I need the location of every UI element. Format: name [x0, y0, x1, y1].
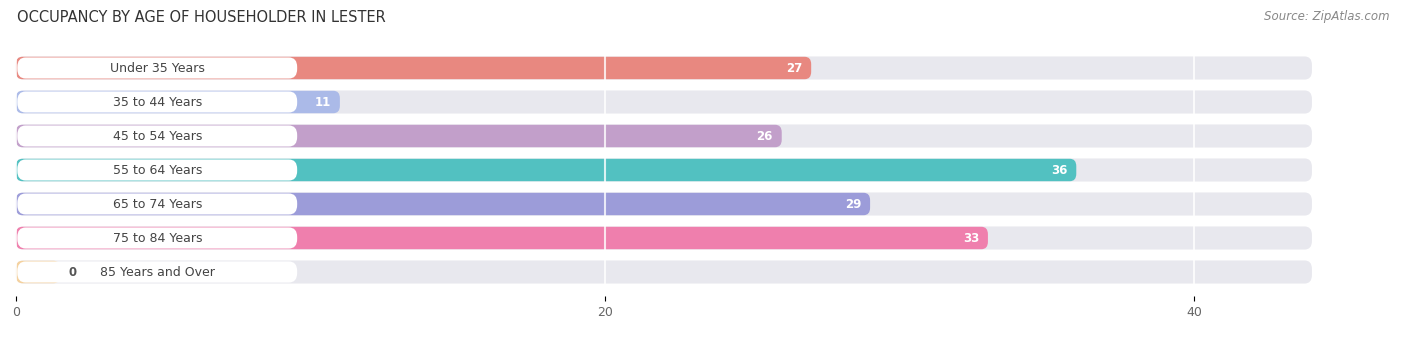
FancyBboxPatch shape: [15, 91, 340, 113]
Text: Source: ZipAtlas.com: Source: ZipAtlas.com: [1264, 10, 1389, 23]
Text: 26: 26: [756, 130, 773, 142]
FancyBboxPatch shape: [15, 227, 988, 249]
Text: 35 to 44 Years: 35 to 44 Years: [112, 96, 202, 108]
Text: 27: 27: [786, 62, 803, 74]
Text: 33: 33: [963, 232, 979, 244]
FancyBboxPatch shape: [17, 91, 297, 113]
FancyBboxPatch shape: [15, 193, 870, 215]
Text: 65 to 74 Years: 65 to 74 Years: [112, 198, 202, 210]
Text: 36: 36: [1052, 164, 1067, 176]
FancyBboxPatch shape: [17, 159, 297, 181]
Text: 85 Years and Over: 85 Years and Over: [100, 266, 215, 278]
Text: OCCUPANCY BY AGE OF HOUSEHOLDER IN LESTER: OCCUPANCY BY AGE OF HOUSEHOLDER IN LESTE…: [17, 10, 385, 25]
FancyBboxPatch shape: [15, 261, 60, 283]
Text: Under 35 Years: Under 35 Years: [110, 62, 205, 74]
Text: 11: 11: [315, 96, 330, 108]
FancyBboxPatch shape: [17, 227, 297, 249]
FancyBboxPatch shape: [17, 193, 297, 215]
FancyBboxPatch shape: [15, 90, 1312, 114]
FancyBboxPatch shape: [15, 56, 1312, 80]
FancyBboxPatch shape: [15, 124, 1312, 148]
Text: 55 to 64 Years: 55 to 64 Years: [112, 164, 202, 176]
FancyBboxPatch shape: [15, 260, 1312, 284]
FancyBboxPatch shape: [17, 261, 297, 283]
FancyBboxPatch shape: [17, 125, 297, 147]
FancyBboxPatch shape: [15, 57, 811, 79]
FancyBboxPatch shape: [15, 226, 1312, 250]
Text: 0: 0: [69, 266, 77, 278]
FancyBboxPatch shape: [15, 125, 782, 147]
FancyBboxPatch shape: [17, 57, 297, 79]
Text: 75 to 84 Years: 75 to 84 Years: [112, 232, 202, 244]
FancyBboxPatch shape: [15, 192, 1312, 216]
FancyBboxPatch shape: [15, 158, 1312, 182]
Text: 29: 29: [845, 198, 862, 210]
FancyBboxPatch shape: [15, 159, 1076, 181]
Text: 45 to 54 Years: 45 to 54 Years: [112, 130, 202, 142]
